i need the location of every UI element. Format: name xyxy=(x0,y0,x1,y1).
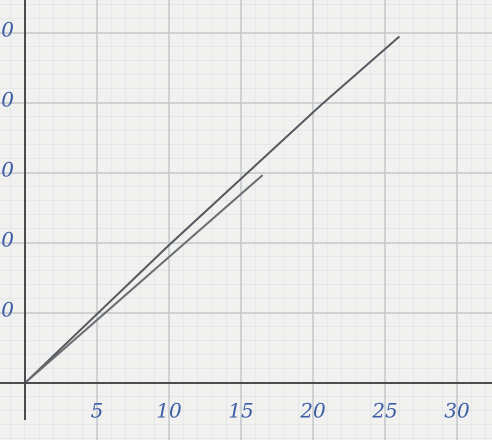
x-tick-label: 30 xyxy=(444,399,470,423)
y-tick-label: 50 xyxy=(0,18,14,42)
data-line xyxy=(24,35,401,384)
y-tick-label: 20 xyxy=(0,228,14,252)
y-tick-label: 10 xyxy=(0,298,14,322)
y-tick-label: 30 xyxy=(0,158,14,182)
x-tick-label: 10 xyxy=(156,399,182,423)
x-tick-label: 25 xyxy=(371,399,397,423)
x-tick-label: 5 xyxy=(91,399,104,423)
x-tick-label: 15 xyxy=(228,399,253,423)
plot xyxy=(24,35,401,384)
data-line xyxy=(24,174,264,384)
x-tick-label: 20 xyxy=(299,399,326,423)
y-tick-label: 40 xyxy=(0,88,14,112)
